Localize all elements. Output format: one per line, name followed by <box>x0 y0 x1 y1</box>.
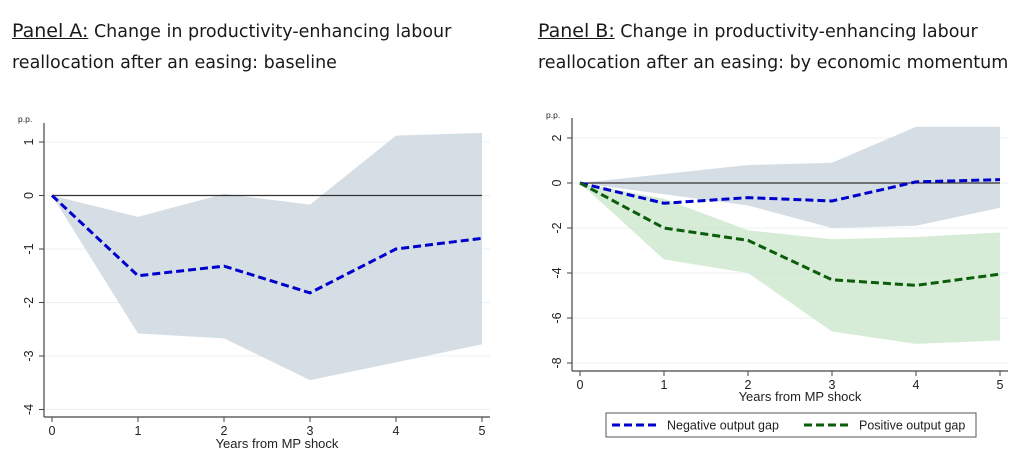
x-tick-label: 1 <box>135 424 142 438</box>
legend-label: Positive output gap <box>859 419 965 433</box>
series-line-positive-output-gap <box>579 181 1001 287</box>
legend-item: Positive output gap <box>804 419 965 433</box>
x-tick-label: 2 <box>745 378 752 392</box>
panel-a-title-text: Change in productivity-enhancing labour … <box>12 22 452 73</box>
y-tick-label: -1 <box>22 243 36 254</box>
y-tick-label: -2 <box>550 222 564 233</box>
y-tick-label: 0 <box>22 192 36 199</box>
legend-box <box>605 412 977 438</box>
x-tick-label: 3 <box>829 378 836 392</box>
x-tick-label: 0 <box>577 378 584 392</box>
y-tick-label: -6 <box>550 312 564 323</box>
y-tick-label: -3 <box>22 350 36 361</box>
y-unit-label: p.p. <box>546 110 560 120</box>
confidence-band-baseline <box>52 132 482 381</box>
panel-b-chart: 2 0 -2 -4 -6 -8 0 1 2 3 4 5 Years from MP shock p.p. N… <box>546 110 1008 438</box>
x-tick-label: 5 <box>997 378 1004 392</box>
panel-b-title-text: Change in productivity-enhancing labour … <box>538 22 1009 73</box>
x-tick-label: 2 <box>221 424 228 438</box>
legend-label: Negative output gap <box>667 419 779 433</box>
y-tick-label: -8 <box>550 357 564 368</box>
confidence-band-negative-output-gap <box>580 126 1000 228</box>
x-tick-label: 4 <box>913 378 920 392</box>
panel-a-label: Panel A: <box>12 20 89 42</box>
panel-b-title: Panel B: Change in productivity-enhancin… <box>538 16 1024 79</box>
legend-item: Negative output gap <box>612 419 779 433</box>
x-tick-label: 0 <box>49 424 56 438</box>
panel-a-title: Panel A: Change in productivity-enhancin… <box>12 16 502 79</box>
legend: Negative output gap Positive output gap <box>605 412 977 438</box>
y-tick-label: 1 <box>22 138 36 145</box>
series-line-baseline <box>50 194 483 295</box>
y-tick-label: 0 <box>550 179 564 186</box>
panel-b-label: Panel B: <box>538 20 615 42</box>
panel-a-chart: 1 0 -1 -2 -3 -4 0 1 2 3 4 5 Years from MP shock p.p. <box>18 114 490 451</box>
x-tick-label: 5 <box>479 424 486 438</box>
confidence-band-positive-output-gap <box>580 183 1000 344</box>
series-line-negative-output-gap <box>579 178 1001 205</box>
y-tick-label: -4 <box>22 404 36 415</box>
y-tick-label: -2 <box>22 297 36 308</box>
x-tick-label: 1 <box>661 378 668 392</box>
x-tick-label: 3 <box>307 424 314 438</box>
y-tick-label: 2 <box>550 134 564 141</box>
x-tick-label: 4 <box>393 424 400 438</box>
y-unit-label: p.p. <box>18 114 32 124</box>
y-tick-label: -4 <box>550 267 564 278</box>
x-axis-title: Years from MP shock <box>216 436 339 451</box>
x-axis-title: Years from MP shock <box>739 389 862 404</box>
